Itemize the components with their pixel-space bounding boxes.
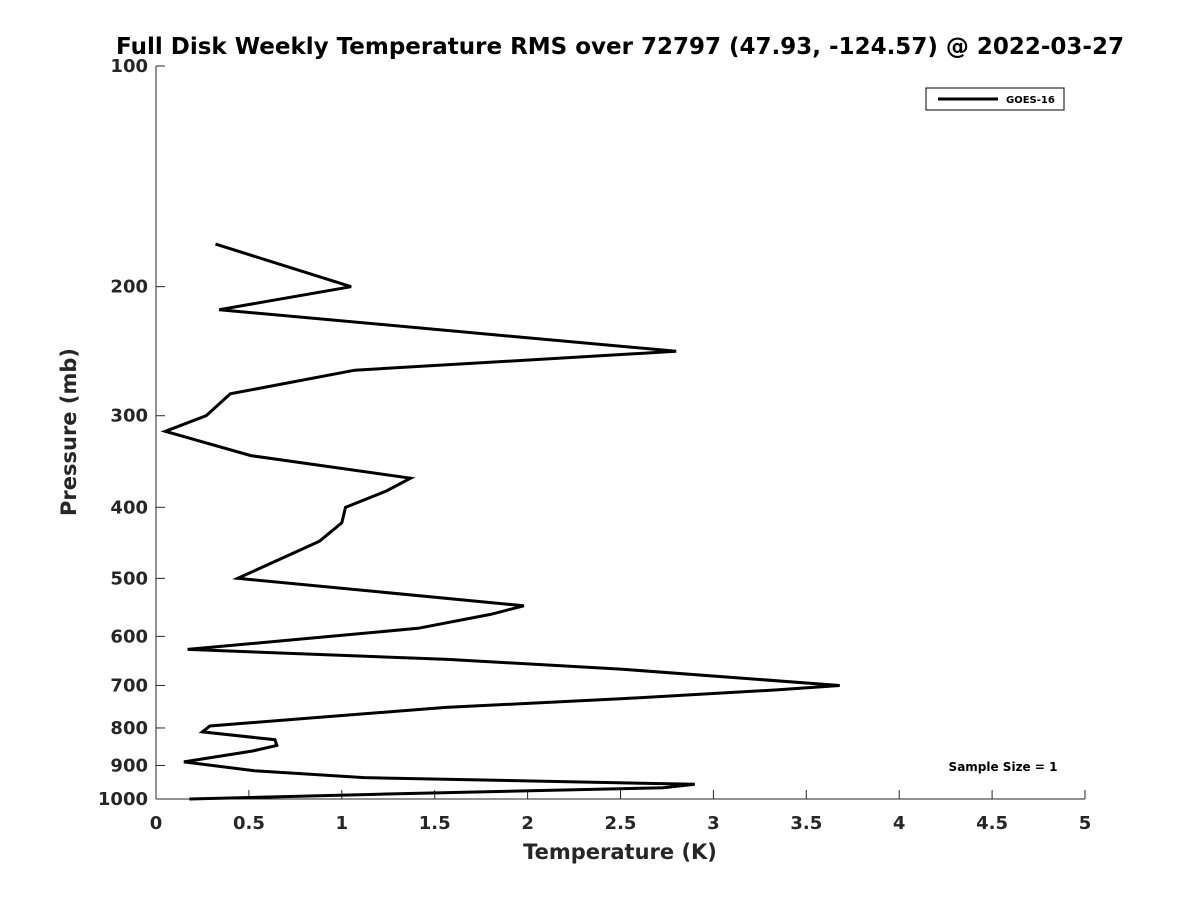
x-axis: 0 0.5 1 1.5 2 2.5 3 3.5 4 4.5 5	[150, 790, 1092, 834]
x-tick-label: 5	[1079, 813, 1092, 834]
x-tick-label: 4	[893, 813, 906, 834]
x-tick-label: 4.5	[976, 813, 1008, 834]
series-line-goes-16	[160, 242, 840, 801]
x-tick-label: 1.5	[419, 813, 451, 834]
y-tick-label: 1000	[98, 789, 148, 810]
chart-title: Full Disk Weekly Temperature RMS over 72…	[116, 34, 1124, 60]
x-tick-label: 2	[521, 813, 534, 834]
y-tick-label: 200	[110, 277, 148, 298]
y-tick-label: 400	[110, 497, 148, 518]
y-tick-label: 900	[110, 755, 148, 776]
y-tick-label: 600	[110, 626, 148, 647]
x-tick-label: 3	[707, 813, 720, 834]
x-tick-label: 1	[336, 813, 349, 834]
y-tick-label: 700	[110, 675, 148, 696]
y-axis-label: Pressure (mb)	[57, 348, 81, 516]
y-tick-label: 100	[110, 56, 148, 77]
legend-label-goes-16: GOES-16	[1006, 95, 1055, 106]
y-tick-label: 800	[110, 718, 148, 739]
x-tick-label: 0	[150, 813, 163, 834]
x-axis-label: Temperature (K)	[523, 840, 717, 864]
series-layer	[160, 242, 840, 801]
sample-size-annotation: Sample Size = 1	[949, 760, 1058, 774]
y-tick-label: 500	[110, 568, 148, 589]
x-tick-label: 3.5	[790, 813, 822, 834]
legend: GOES-16	[925, 87, 1065, 111]
y-axis: 100 200 300 400 500 600 700 800 900 1000	[98, 56, 165, 810]
x-tick-label: 0.5	[233, 813, 265, 834]
x-tick-label: 2.5	[605, 813, 637, 834]
y-tick-label: 300	[110, 406, 148, 427]
